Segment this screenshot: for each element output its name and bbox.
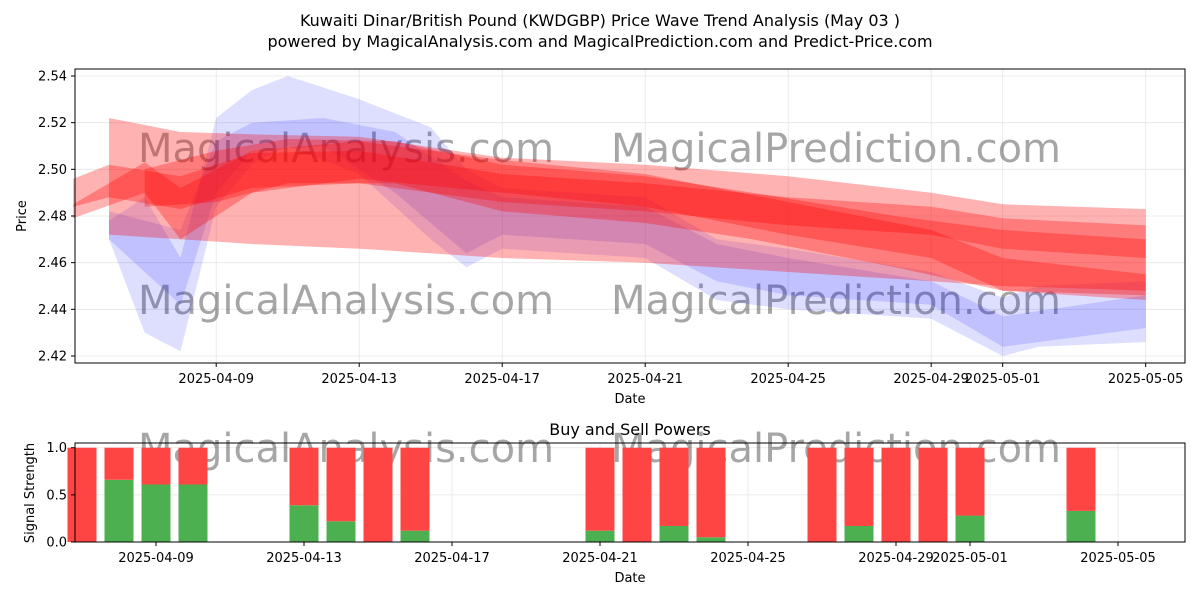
- power-y-tick-label: 0.5: [46, 488, 67, 503]
- red-wave-band-3: [144, 139, 1146, 296]
- power-x-tick-label: 2025-04-25: [710, 551, 786, 566]
- power-x-tick-label: 2025-04-17: [414, 551, 490, 566]
- power-bars: [67, 447, 1096, 542]
- power-y-axis-label: Signal Strength: [23, 443, 38, 543]
- price-watermark-2: MagicalPrediction.com: [611, 126, 1061, 172]
- buy-power-bar: [289, 505, 319, 542]
- price-grid: [75, 69, 1185, 363]
- price-y-tick-label: 2.48: [38, 210, 67, 225]
- price-y-tick-label: 2.44: [38, 303, 67, 318]
- buy-power-bar: [844, 525, 874, 542]
- price-y-tick-label: 2.54: [38, 70, 67, 85]
- price-watermark-3: MagicalAnalysis.com: [138, 278, 554, 324]
- power-x-tick-label: 2025-04-21: [562, 551, 638, 566]
- price-x-tick-label: 2025-04-25: [750, 372, 826, 387]
- sell-power-bar: [326, 447, 356, 522]
- price-y-tick-label: 2.42: [38, 350, 67, 365]
- buy-power-bar: [400, 530, 430, 542]
- price-chart-panel: MagicalAnalysis.com MagicalPrediction.co…: [15, 68, 1186, 407]
- price-bands: [73, 76, 1146, 356]
- buy-power-bar: [178, 484, 208, 542]
- sell-power-bar: [918, 447, 948, 542]
- buy-power-bar: [141, 484, 171, 542]
- power-x-tick-label: 2025-05-01: [932, 551, 1008, 566]
- sell-power-bar: [178, 447, 208, 485]
- power-y-ticks: 0.0 0.5 1.0: [46, 441, 75, 551]
- price-x-ticks: 2025-04-09 2025-04-13 2025-04-17 2025-04-21…: [178, 363, 1183, 387]
- sell-power-bar: [400, 447, 430, 531]
- price-x-tick-label: 2025-04-21: [607, 372, 683, 387]
- red-wave-band-2: [73, 141, 1146, 300]
- sell-power-bar: [585, 447, 615, 531]
- sell-power-bar: [844, 447, 874, 526]
- price-y-axis-label: Price: [15, 200, 30, 232]
- sell-power-bar: [659, 447, 689, 526]
- blue-wave-band-0: [109, 76, 1146, 356]
- sell-power-bar: [881, 447, 911, 542]
- buy-power-bar: [659, 525, 689, 542]
- power-x-tick-label: 2025-04-29: [858, 551, 934, 566]
- chart-title-line2: powered by MagicalAnalysis.com and Magic…: [267, 32, 932, 51]
- power-x-tick-label: 2025-04-09: [118, 551, 194, 566]
- sell-power-bar: [1066, 447, 1096, 511]
- price-x-tick-label: 2025-05-05: [1108, 372, 1184, 387]
- buy-power-bar: [104, 479, 134, 542]
- sell-power-bar: [807, 447, 837, 542]
- price-x-axis-label: Date: [614, 392, 645, 407]
- price-y-tick-label: 2.50: [38, 163, 67, 178]
- price-y-ticks: 2.42 2.44 2.46 2.48 2.50 2.52 2.54: [38, 70, 75, 365]
- power-y-tick-label: 0.0: [46, 536, 67, 551]
- sell-power-bar: [289, 447, 319, 506]
- buy-power-bar: [696, 537, 726, 542]
- buy-power-bar: [585, 530, 615, 542]
- blue-wave-band-1: [109, 118, 1146, 347]
- power-x-tick-label: 2025-04-13: [266, 551, 342, 566]
- sell-power-bar: [363, 447, 393, 542]
- power-x-axis-label: Date: [614, 571, 645, 586]
- price-x-tick-label: 2025-04-09: [178, 372, 254, 387]
- price-x-tick-label: 2025-04-13: [321, 372, 397, 387]
- sell-power-bar: [141, 447, 171, 485]
- sell-power-bar: [104, 447, 134, 480]
- price-x-tick-label: 2025-04-17: [464, 372, 540, 387]
- price-watermark-4: MagicalPrediction.com: [611, 278, 1061, 324]
- power-chart-panel: Buy and Sell Powers MagicalAnalysis.com …: [23, 420, 1186, 586]
- buy-power-bar: [326, 521, 356, 542]
- power-y-tick-label: 1.0: [46, 441, 67, 456]
- sell-power-bar: [622, 447, 652, 542]
- power-chart-title: Buy and Sell Powers: [549, 420, 711, 439]
- power-x-tick-label: 2025-05-05: [1080, 551, 1156, 566]
- red-wave-band-1: [109, 118, 1146, 291]
- price-x-tick-label: 2025-04-29: [893, 372, 969, 387]
- red-wave-band-0: [73, 150, 1146, 258]
- power-x-ticks: 2025-04-09 2025-04-13 2025-04-17 2025-04-21…: [118, 542, 1156, 566]
- sell-power-bar: [955, 447, 985, 516]
- buy-power-bar: [1066, 510, 1096, 542]
- chart-title-line1: Kuwaiti Dinar/British Pound (KWDGBP) Pri…: [300, 11, 900, 30]
- price-x-tick-label: 2025-05-01: [965, 372, 1041, 387]
- buy-power-bar: [955, 515, 985, 542]
- sell-power-bar: [696, 447, 726, 538]
- price-watermark-1: MagicalAnalysis.com: [138, 126, 554, 172]
- power-plot-frame: [74, 442, 1186, 543]
- price-y-tick-label: 2.52: [38, 116, 67, 131]
- price-y-tick-label: 2.46: [38, 256, 67, 271]
